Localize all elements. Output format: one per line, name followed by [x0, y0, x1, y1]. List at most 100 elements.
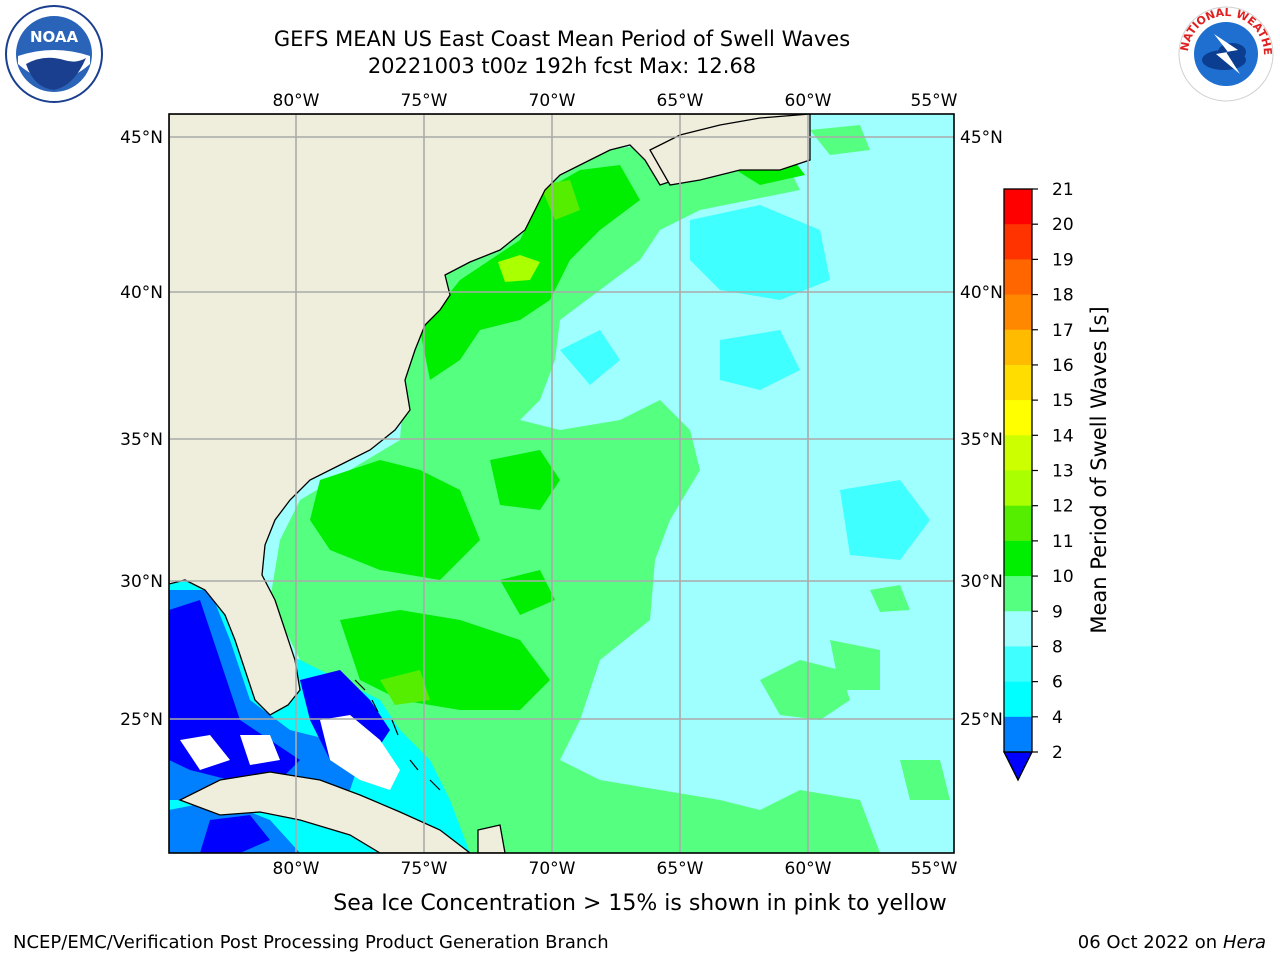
colorbar-tick-label: 11 [1052, 532, 1074, 552]
colorbar-segment [1004, 364, 1032, 401]
noaa-logo-text: NOAA [30, 28, 79, 46]
lon-label: 75°W [401, 859, 448, 879]
lon-labels-top: 80°W 75°W 70°W 65°W 60°W 55°W [273, 91, 958, 111]
lat-label: 45°N [120, 128, 163, 148]
lon-label: 60°W [785, 859, 832, 879]
colorbar-tick-label: 9 [1052, 602, 1063, 622]
swell-patch [720, 330, 800, 390]
lat-label: 30°N [120, 572, 163, 592]
lon-label: 80°W [273, 91, 320, 111]
lon-labels-bottom: 80°W 75°W 70°W 65°W 60°W 55°W [273, 859, 958, 879]
lat-labels-left: 45°N 40°N 35°N 30°N 25°N [120, 128, 163, 730]
nws-logo-icon: NATIONAL WEATHER SERVICE [1176, 4, 1274, 102]
colorbar-segment [1004, 716, 1032, 753]
lon-label: 55°W [911, 859, 958, 879]
colorbar-segment [1004, 329, 1032, 366]
swell-patch [760, 660, 850, 720]
colorbar-segment [1004, 470, 1032, 507]
swell-patch [490, 450, 560, 510]
colorbar: 2 4 6 8 9 10 11 12 13 14 15 16 17 18 19 20 21 [1002, 180, 1074, 782]
colorbar-segment [1004, 294, 1032, 331]
swell-patch [900, 760, 950, 800]
colorbar-tick-label: 4 [1052, 708, 1063, 728]
colorbar-tick-label: 21 [1052, 180, 1074, 200]
mask-patch [240, 735, 280, 765]
swell-patch [310, 460, 480, 580]
land-cuba [178, 771, 472, 853]
swell-patch [830, 640, 880, 690]
lat-label: 40°N [960, 283, 1003, 303]
swell-patch [540, 180, 580, 220]
colorbar-tick-label: 18 [1052, 286, 1074, 306]
colorbar-tick-label: 2 [1052, 743, 1063, 763]
colorbar-tick-label: 8 [1052, 637, 1063, 657]
credit-text: NCEP/EMC/Verification Post Processing Pr… [13, 932, 609, 953]
noaa-logo-icon: NOAA [5, 5, 103, 103]
colorbar-segment [1004, 189, 1032, 225]
host-text: Hera [1222, 932, 1266, 953]
lon-label: 80°W [273, 859, 320, 879]
mask-patch [320, 715, 400, 790]
swell-patch [690, 205, 830, 300]
lon-label: 70°W [529, 859, 576, 879]
land-north-america [169, 114, 811, 716]
lat-label: 35°N [120, 430, 163, 450]
bahamas-islands [354, 679, 441, 791]
swell-patch [810, 125, 870, 155]
map-gridlines [169, 114, 954, 853]
swell-patch [169, 600, 300, 780]
map-frame [168, 113, 955, 854]
colorbar-segment [1004, 540, 1032, 577]
swell-patch-max [498, 255, 540, 282]
land-hispaniola [477, 824, 506, 853]
lon-label: 60°W [785, 91, 832, 111]
colorbar-segment [1004, 259, 1032, 296]
chart-title: GEFS MEAN US East Coast Mean Period of S… [273, 27, 851, 51]
colorbar-segment [1004, 681, 1032, 718]
swell-patch [840, 480, 930, 560]
swell-patch [560, 330, 620, 385]
land-maritimes [649, 114, 811, 186]
colorbar-tick-label: 14 [1052, 426, 1074, 446]
lat-label: 35°N [960, 430, 1003, 450]
lon-label: 75°W [401, 91, 448, 111]
colorbar-segment [1004, 646, 1032, 683]
lon-label: 65°W [657, 859, 704, 879]
map-plot-area [169, 114, 954, 853]
colorbar-tick-label: 19 [1052, 250, 1074, 270]
lat-label: 45°N [960, 128, 1003, 148]
swell-patch [870, 585, 910, 612]
colorbar-segment [1004, 400, 1032, 436]
colorbar-tick-label: 17 [1052, 321, 1074, 341]
colorbar-segment [1004, 224, 1032, 260]
colorbar-tick-label: 10 [1052, 567, 1074, 587]
lat-labels-right: 45°N 40°N 35°N 30°N 25°N [960, 128, 1003, 730]
colorbar-tick-label: 20 [1052, 215, 1074, 235]
lat-label: 30°N [960, 572, 1003, 592]
lat-label: 25°N [120, 710, 163, 730]
colorbar-tick-label: 15 [1052, 391, 1074, 411]
colorbar-label: Mean Period of Swell Waves [s] [1087, 306, 1111, 633]
sea-ice-note: Sea Ice Concentration > 15% is shown in … [333, 891, 947, 916]
lat-label: 25°N [960, 710, 1003, 730]
swell-patch [200, 815, 270, 853]
date-text: 06 Oct 2022 on [1077, 932, 1218, 953]
colorbar-extend [1002, 751, 1034, 782]
swell-patch [380, 670, 430, 705]
date-stamp: 06 Oct 2022 on Hera [1078, 932, 1266, 953]
colorbar-tick-label: 16 [1052, 356, 1074, 376]
mask-patch [180, 735, 230, 770]
colorbar-segment [1004, 505, 1032, 542]
colorbar-segment [1004, 576, 1032, 612]
chart-subtitle: 20221003 t00z 192h fcst Max: 12.68 [367, 54, 757, 78]
colorbar-segment [1004, 611, 1032, 647]
lon-label: 65°W [657, 91, 704, 111]
lat-label: 40°N [120, 283, 163, 303]
lon-label: 55°W [911, 91, 958, 111]
colorbar-tick-label: 6 [1052, 673, 1063, 693]
colorbar-tick-label: 12 [1052, 497, 1074, 517]
colorbar-segment [1004, 435, 1032, 471]
lon-label: 70°W [529, 91, 576, 111]
colorbar-tick-label: 13 [1052, 462, 1074, 482]
